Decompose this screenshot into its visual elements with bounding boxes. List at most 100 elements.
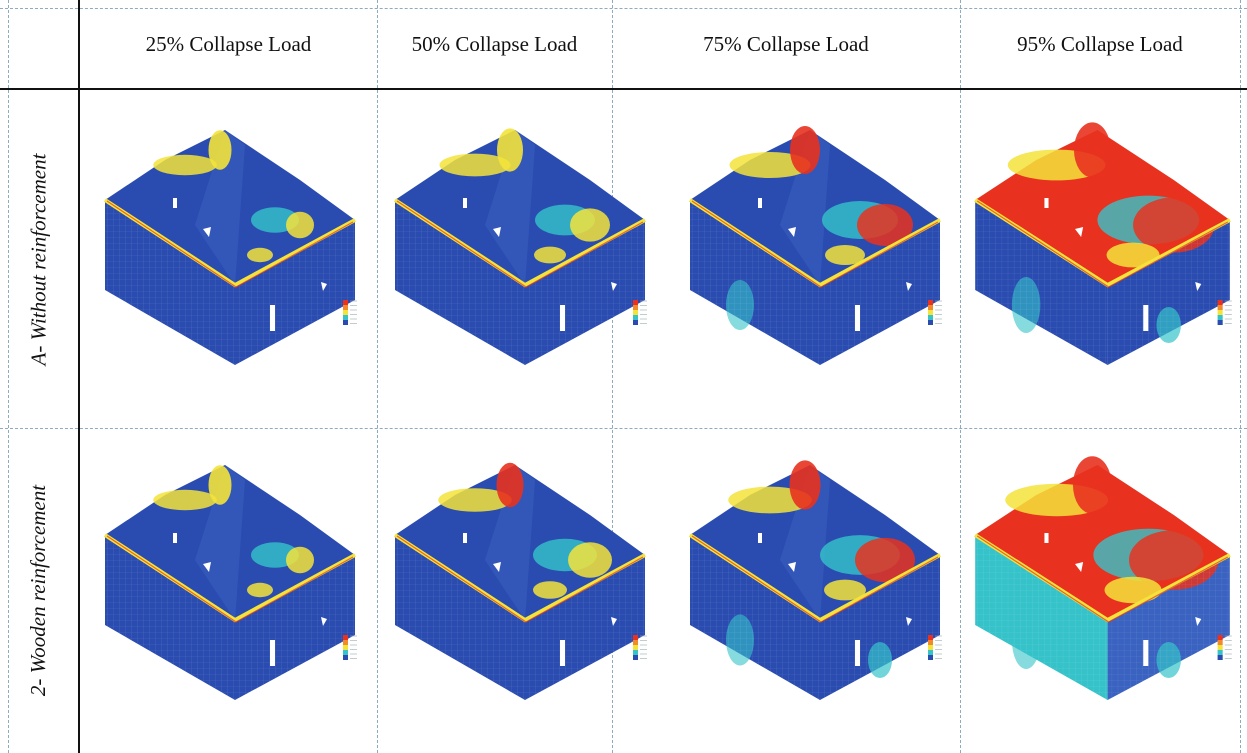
- model-image-2-75: [680, 440, 950, 745]
- stress-region-yellow: [729, 152, 811, 178]
- house-model-svg: [974, 122, 1232, 365]
- house-model-svg: [688, 460, 942, 700]
- model-image-2-25: [95, 440, 365, 745]
- table-border-top: [0, 8, 1247, 9]
- column-header-75: 75% Collapse Load: [703, 31, 869, 56]
- legend-swatch: [928, 655, 933, 660]
- door-opening: [1143, 305, 1149, 331]
- window-opening: [173, 533, 177, 543]
- header-column-rule: [78, 0, 80, 753]
- door-opening: [560, 640, 565, 666]
- stress-region-high: [790, 126, 820, 174]
- stress-region-high: [568, 542, 612, 578]
- window-opening: [493, 562, 501, 572]
- stress-contours: [726, 126, 913, 330]
- house-model-svg: [393, 462, 647, 700]
- legend-swatch: [343, 655, 348, 660]
- legend-swatch: [928, 635, 933, 640]
- legend-swatch: [928, 305, 933, 310]
- gable-wall: [195, 465, 245, 620]
- wall-top-edge: [106, 535, 354, 623]
- stress-region-yellow: [247, 247, 273, 263]
- stress-region-high: [1073, 122, 1111, 178]
- stress-region-yellow: [153, 489, 217, 511]
- row-header-without-reinforcement: A- Without reinforcement: [0, 90, 78, 428]
- gable-wall: [485, 465, 535, 620]
- stress-region-yellow: [438, 488, 512, 512]
- row-header-label: A- Without reinforcement: [26, 153, 51, 365]
- window-opening: [1075, 227, 1084, 237]
- window-opening: [611, 617, 617, 626]
- stress-region-yellow: [1104, 576, 1162, 604]
- door-opening: [1143, 640, 1149, 666]
- legend-swatch: [633, 655, 638, 660]
- stress-region-yellow: [153, 154, 217, 176]
- color-legend: [343, 300, 357, 325]
- legend-swatch: [928, 640, 933, 645]
- house-model-svg: [393, 128, 647, 365]
- house-model-svg: [103, 130, 357, 365]
- window-opening: [1044, 198, 1049, 208]
- color-legend: [928, 300, 942, 325]
- stress-region-high: [855, 537, 915, 583]
- row-header-wooden-reinforcement: 2- Wooden reinforcement: [0, 428, 78, 753]
- legend-swatch: [343, 300, 348, 305]
- window-opening: [906, 282, 912, 291]
- legend-swatch: [928, 315, 933, 320]
- table-border-right: [1240, 0, 1241, 753]
- stress-region-high: [286, 546, 314, 574]
- door-opening: [270, 305, 275, 331]
- stress-region-high: [570, 208, 610, 242]
- row-divider: [0, 428, 1247, 429]
- legend-swatch: [343, 310, 348, 315]
- gable-wall: [780, 130, 830, 285]
- legend-swatch: [633, 320, 638, 325]
- window-opening: [788, 562, 796, 572]
- column-divider: [377, 0, 378, 753]
- legend-swatch: [633, 640, 638, 645]
- window-opening: [1044, 533, 1049, 543]
- legend-swatch: [343, 320, 348, 325]
- stress-region-high: [496, 462, 524, 508]
- legend-swatch: [633, 315, 638, 320]
- column-divider: [612, 0, 613, 753]
- stress-region-yellow: [247, 582, 273, 598]
- stress-contours: [439, 128, 610, 264]
- legend-swatch: [1217, 300, 1223, 305]
- legend-swatch: [1217, 655, 1223, 660]
- legend-swatch: [1217, 310, 1223, 315]
- door-opening: [855, 305, 860, 331]
- stress-contours: [153, 465, 314, 598]
- color-legend: [1217, 635, 1232, 660]
- column-header-25: 25% Collapse Load: [145, 31, 312, 56]
- legend-swatch: [633, 300, 638, 305]
- legend-swatch: [633, 310, 638, 315]
- legend-swatch: [1217, 315, 1223, 320]
- wall-top-edge: [691, 200, 939, 288]
- window-opening: [203, 227, 211, 237]
- door-opening: [270, 640, 275, 666]
- column-divider: [960, 0, 961, 753]
- legend-swatch: [633, 645, 638, 650]
- color-legend: [633, 300, 647, 325]
- stress-region-yellow: [1106, 242, 1160, 268]
- door-opening: [560, 305, 565, 331]
- wall-top-edge: [106, 200, 354, 288]
- stress-region-high: [857, 204, 913, 246]
- legend-swatch: [928, 310, 933, 315]
- legend-swatch: [633, 650, 638, 655]
- model-image-a-50: [385, 105, 655, 410]
- wall-top-edge: [691, 535, 939, 623]
- model-image-2-95: [965, 440, 1240, 745]
- legend-swatch: [633, 635, 638, 640]
- house-model-svg: [974, 456, 1232, 700]
- house-model-svg: [103, 465, 357, 700]
- window-opening: [173, 198, 177, 208]
- window-opening: [1075, 562, 1084, 572]
- header-row-rule: [0, 88, 1247, 90]
- door-opening: [855, 640, 860, 666]
- legend-swatch: [928, 650, 933, 655]
- legend-swatch: [1217, 645, 1223, 650]
- color-legend: [928, 635, 942, 660]
